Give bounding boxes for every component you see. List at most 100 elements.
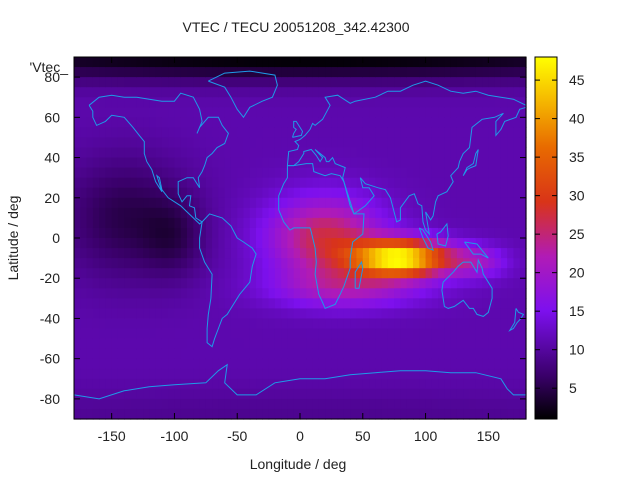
heatmap-cell [356, 187, 364, 199]
heatmap-cell [400, 127, 408, 139]
heatmap-cell [475, 167, 483, 179]
heatmap-cell [431, 227, 439, 239]
heatmap-cell [99, 97, 106, 108]
heatmap-cell [74, 137, 81, 149]
heatmap-cell [105, 318, 113, 330]
heatmap-cell [193, 137, 201, 149]
heatmap-cell [482, 338, 489, 350]
heatmap-cell [111, 197, 119, 209]
heatmap-cell [325, 378, 332, 390]
heatmap-cell [456, 57, 464, 68]
heatmap-cell [406, 217, 414, 229]
heatmap-cell [287, 217, 295, 229]
heatmap-cell [519, 127, 527, 139]
heatmap-cell [394, 147, 402, 159]
heatmap-cell [350, 167, 358, 179]
heatmap-cell [325, 157, 332, 169]
heatmap-cell [300, 348, 307, 360]
heatmap-cell [105, 278, 113, 289]
heatmap-cell [149, 348, 157, 360]
heatmap-cell [494, 97, 502, 108]
heatmap-cell [187, 127, 194, 139]
heatmap-cell [400, 368, 408, 380]
heatmap-cell [111, 278, 119, 289]
heatmap-cell [337, 278, 345, 289]
heatmap-cell [519, 388, 527, 400]
heatmap-cell [507, 308, 515, 320]
colorbar-tick-label: 25 [569, 226, 585, 242]
heatmap-cell [300, 398, 307, 410]
heatmap-cell [224, 338, 232, 350]
heatmap-cell [281, 368, 289, 380]
heatmap-cell [180, 77, 188, 88]
heatmap-cell [331, 368, 339, 380]
heatmap-cell [469, 398, 477, 410]
heatmap-cell [300, 77, 307, 88]
heatmap-cell [143, 117, 150, 128]
colorbar-tick-label: 15 [569, 303, 585, 319]
heatmap-cell [362, 147, 370, 159]
heatmap-cell [469, 268, 477, 279]
heatmap-cell [274, 368, 282, 380]
heatmap-cell [350, 388, 358, 400]
heatmap-cell [431, 368, 439, 380]
heatmap-cell [256, 127, 263, 139]
heatmap-cell [425, 127, 433, 139]
heatmap-cell [325, 348, 332, 360]
heatmap-cell [331, 97, 339, 108]
heatmap-cell [168, 268, 176, 279]
heatmap-cell [262, 227, 270, 239]
heatmap-cell [306, 288, 314, 299]
heatmap-cell [249, 368, 257, 380]
heatmap-cell [218, 67, 226, 78]
heatmap-cell [375, 67, 383, 78]
heatmap-cell [199, 268, 207, 279]
heatmap-cell [274, 137, 282, 149]
heatmap-cell [105, 177, 113, 189]
heatmap-cell [74, 348, 81, 360]
heatmap-cell [111, 298, 119, 309]
heatmap-cell [117, 177, 125, 189]
heatmap-cell [494, 187, 502, 199]
heatmap-cell [287, 127, 295, 139]
heatmap-cell [117, 227, 125, 239]
heatmap-cell [463, 268, 471, 279]
heatmap-cell [331, 177, 339, 189]
heatmap-cell [513, 268, 521, 279]
heatmap-cell [111, 167, 119, 179]
heatmap-cell [369, 207, 376, 219]
heatmap-cell [293, 77, 301, 88]
heatmap-cell [337, 177, 345, 189]
colorbar-tick-label: 30 [569, 188, 585, 204]
heatmap-cell [92, 57, 100, 68]
heatmap-cell [444, 217, 452, 229]
heatmap-cell [463, 328, 471, 340]
heatmap-cell [256, 57, 263, 68]
heatmap-cell [325, 268, 332, 279]
heatmap-cell [513, 308, 521, 320]
heatmap-cell [149, 398, 157, 410]
heatmap-cell [369, 258, 376, 269]
heatmap-cell [174, 288, 182, 299]
heatmap-cell [375, 358, 383, 370]
heatmap-cell [136, 117, 144, 128]
heatmap-cell [413, 127, 420, 139]
heatmap-cell [362, 197, 370, 209]
heatmap-cell [287, 348, 295, 360]
heatmap-cell [362, 238, 370, 249]
heatmap-cell [124, 127, 132, 139]
heatmap-cell [281, 97, 289, 108]
heatmap-cell [86, 227, 94, 239]
heatmap-cell [406, 177, 414, 189]
heatmap-cell [387, 107, 395, 118]
heatmap-cell [287, 328, 295, 340]
heatmap-cell [136, 167, 144, 179]
heatmap-cell [281, 197, 289, 209]
heatmap-cell [274, 258, 282, 269]
heatmap-cell [381, 238, 389, 249]
heatmap-cell [456, 197, 464, 209]
heatmap-cell [86, 197, 94, 209]
heatmap-cell [444, 268, 452, 279]
heatmap-cell [80, 187, 88, 199]
heatmap-cell [469, 117, 477, 128]
